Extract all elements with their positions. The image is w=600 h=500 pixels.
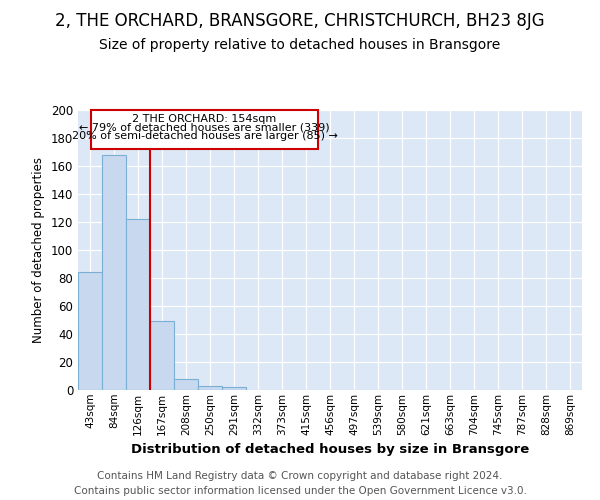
Text: Contains HM Land Registry data © Crown copyright and database right 2024.: Contains HM Land Registry data © Crown c… xyxy=(97,471,503,481)
Text: 2 THE ORCHARD: 154sqm: 2 THE ORCHARD: 154sqm xyxy=(133,114,277,124)
Y-axis label: Number of detached properties: Number of detached properties xyxy=(32,157,45,343)
Bar xyxy=(78,272,102,390)
Bar xyxy=(102,155,126,390)
Bar xyxy=(126,219,150,390)
Text: Contains public sector information licensed under the Open Government Licence v3: Contains public sector information licen… xyxy=(74,486,526,496)
Bar xyxy=(198,386,222,390)
Text: ← 79% of detached houses are smaller (339): ← 79% of detached houses are smaller (33… xyxy=(79,122,330,132)
X-axis label: Distribution of detached houses by size in Bransgore: Distribution of detached houses by size … xyxy=(131,443,529,456)
Text: 2, THE ORCHARD, BRANSGORE, CHRISTCHURCH, BH23 8JG: 2, THE ORCHARD, BRANSGORE, CHRISTCHURCH,… xyxy=(55,12,545,30)
Bar xyxy=(222,387,246,390)
Text: Size of property relative to detached houses in Bransgore: Size of property relative to detached ho… xyxy=(100,38,500,52)
Text: 20% of semi-detached houses are larger (85) →: 20% of semi-detached houses are larger (… xyxy=(71,131,338,141)
Bar xyxy=(150,322,174,390)
FancyBboxPatch shape xyxy=(91,110,318,149)
Bar xyxy=(174,379,198,390)
